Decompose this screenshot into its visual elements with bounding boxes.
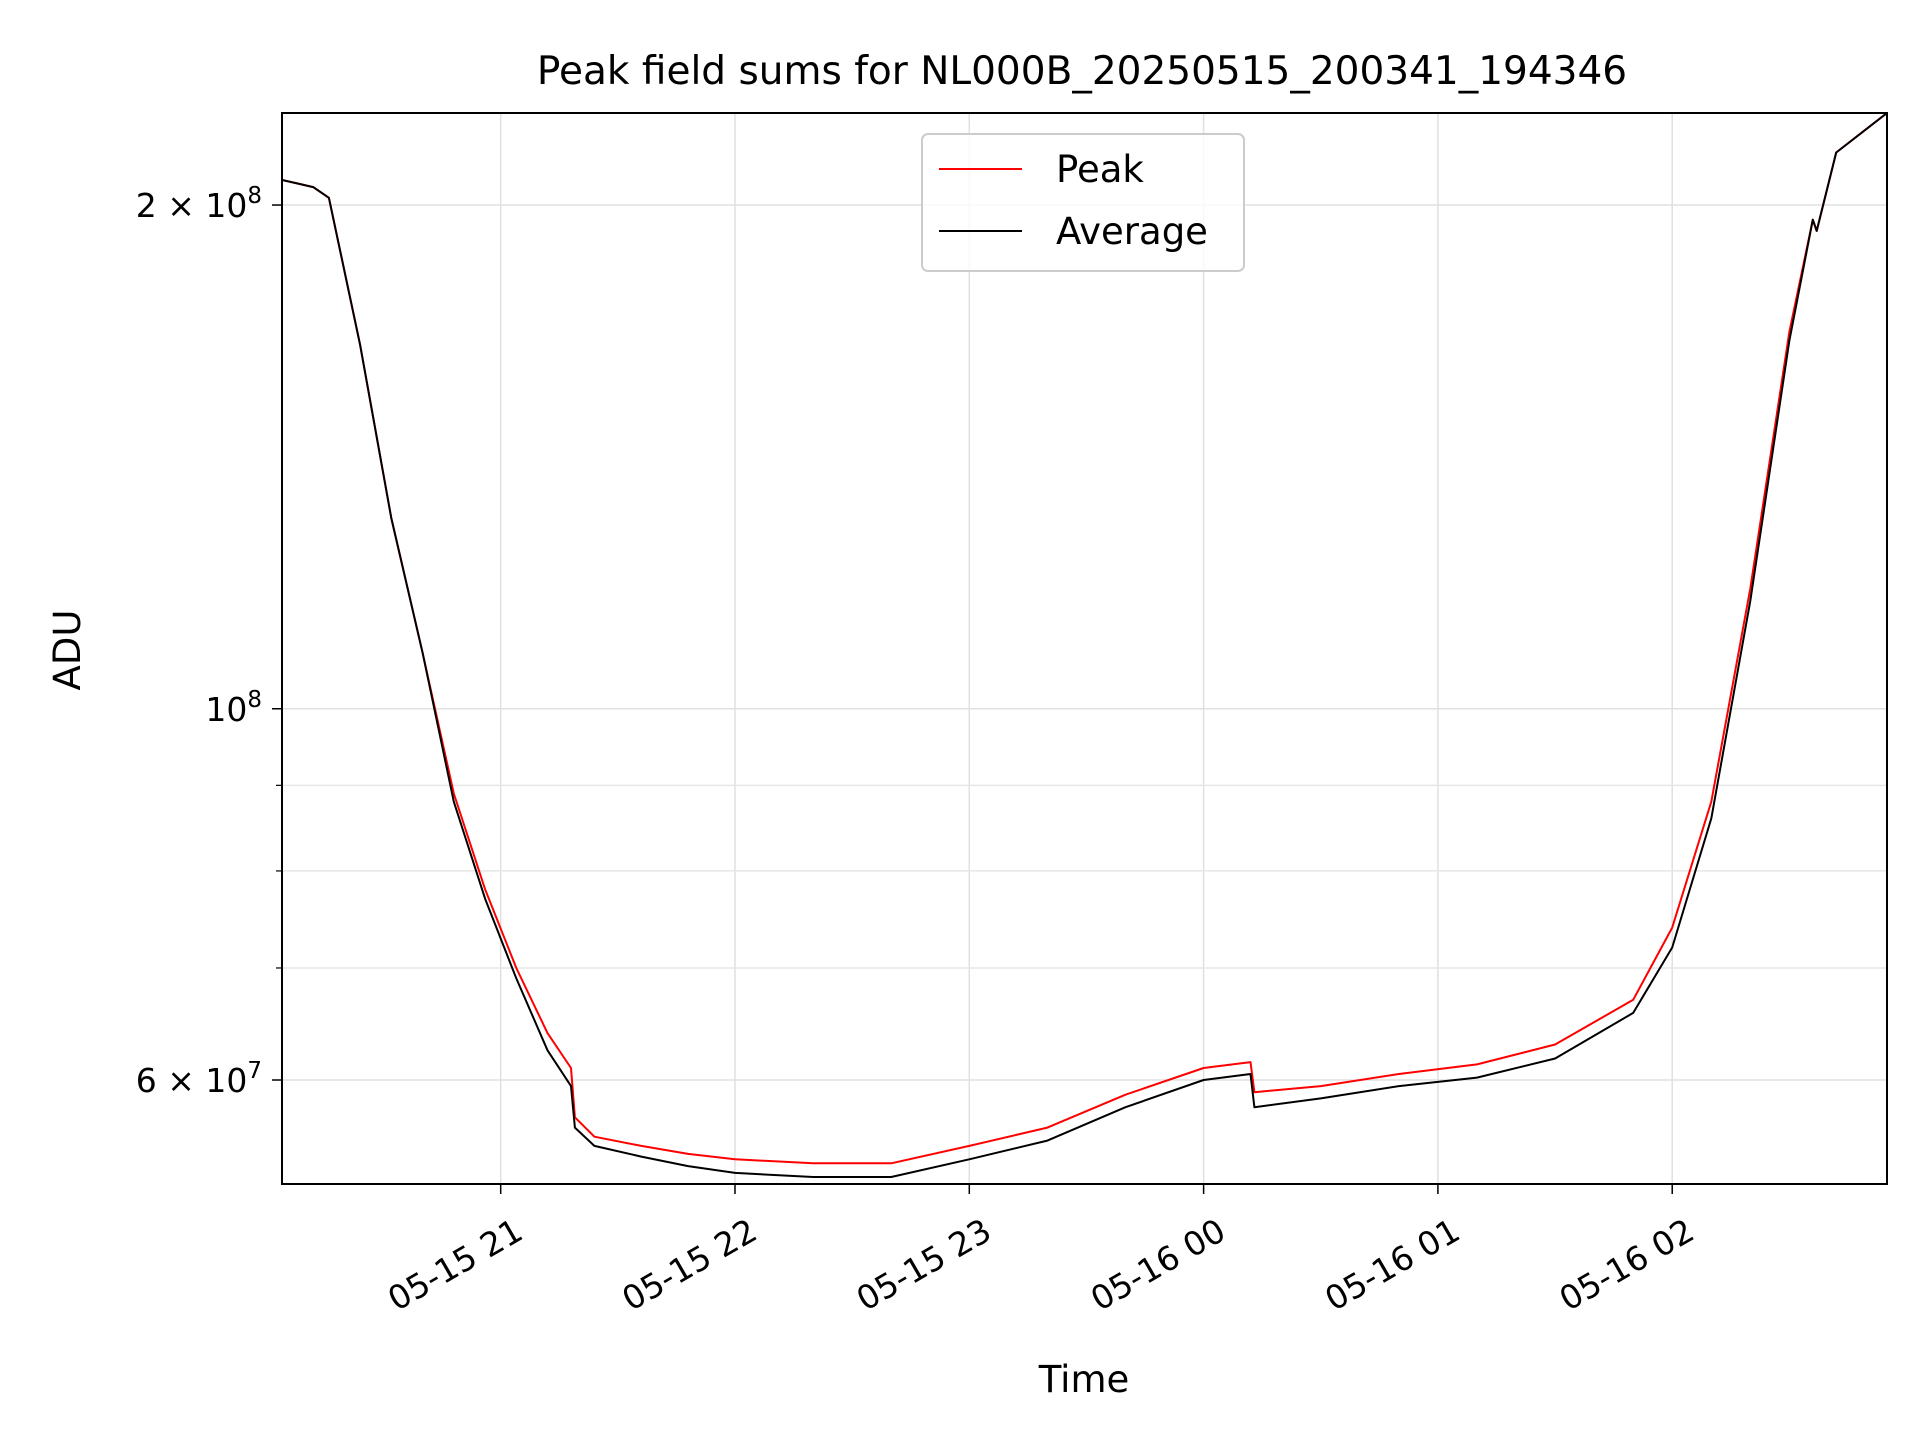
- x-tick-label: 05-15 22: [615, 1211, 763, 1319]
- x-tick-label: 05-16 01: [1318, 1211, 1466, 1319]
- chart-title: Peak field sums for NL000B_20250515_2003…: [537, 49, 1627, 94]
- x-tick-label: 05-16 02: [1553, 1211, 1701, 1319]
- x-axis: 05-15 21 05-15 22 05-15 23 05-16 00 05-16 01…: [381, 1184, 1701, 1319]
- plot-frame: [281, 112, 1888, 1185]
- legend-average-label: Average: [1056, 210, 1208, 253]
- legend: Peak Average: [921, 133, 1245, 272]
- x-axis-label: Time: [1038, 1358, 1130, 1401]
- y-tick-label: 108: [205, 687, 262, 729]
- x-tick-label: 05-15 21: [381, 1211, 529, 1319]
- series-line-average: [282, 113, 1887, 1178]
- x-tick-label: 05-16 00: [1084, 1211, 1232, 1319]
- y-axis: 2 × 108 108 6 × 107: [136, 183, 282, 1100]
- x-tick-label: 05-15 23: [850, 1211, 998, 1319]
- legend-peak-label: Peak: [1056, 148, 1144, 191]
- y-tick-label: 6 × 107: [136, 1058, 262, 1100]
- y-tick-label: 2 × 108: [136, 183, 262, 225]
- grid: [282, 113, 1887, 1184]
- y-axis-label: ADU: [46, 610, 89, 691]
- series-layer: [282, 113, 1887, 1178]
